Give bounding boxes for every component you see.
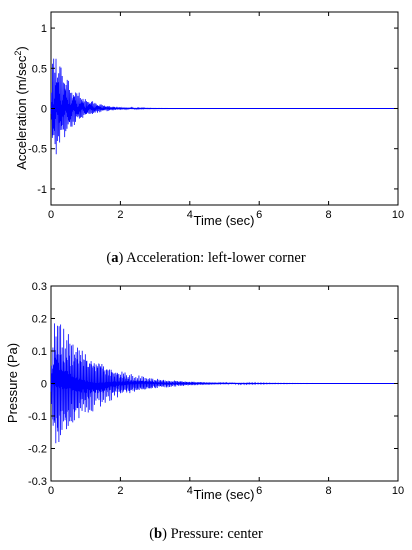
y-tick-label: -0.1 — [28, 411, 47, 423]
x-axis-label-a: Time (sec) — [194, 213, 255, 228]
y-tick-label: 1 — [41, 23, 47, 35]
acceleration-chart: 0 2 4 6 8 10 -1 -0.5 0 0.5 1 Time (sec) Accelerati… — [13, 11, 404, 266]
y-tick-label: -1 — [37, 184, 47, 196]
pressure-series — [50, 323, 398, 444]
x-tick-label: 4 — [187, 485, 193, 497]
caption-b-text: Pressure: center — [167, 526, 263, 542]
x-tick-label: 8 — [326, 485, 332, 497]
y-tick-label: -0.3 — [28, 476, 47, 488]
x-tick-label: 10 — [392, 209, 404, 221]
y-tick-label: 0.1 — [32, 346, 47, 358]
x-tick-label: 6 — [256, 485, 262, 497]
pressure-chart: 0 2 4 6 8 10 -0.3 -0.2 -0.1 0 0.1 0.2 0.3 Time (sec)… — [5, 281, 404, 542]
y-axis-label-b: Pressure (Pa) — [5, 343, 20, 423]
caption-b: (b) Pressure: center — [149, 526, 263, 542]
x-tick-label: 2 — [117, 485, 123, 497]
y-tick-label: 0 — [41, 104, 47, 116]
signal-line-a — [50, 58, 398, 155]
x-tick-label: 2 — [117, 209, 123, 221]
x-tick-label: 6 — [256, 209, 262, 221]
y-tick-label: 0.2 — [32, 314, 47, 326]
y-axis-label-a-exp: 2 — [13, 51, 23, 56]
caption-a-letter: a — [111, 250, 119, 266]
x-tick-label: 8 — [326, 209, 332, 221]
y-tick-label: -0.5 — [28, 144, 47, 156]
x-axis-label-b: Time (sec) — [194, 487, 255, 502]
y-axis-label-a: Acceleration (m/sec2) — [13, 46, 29, 170]
caption-b-letter: b — [154, 526, 162, 542]
y-tick-label: 0.5 — [32, 63, 47, 75]
x-tick-label: 0 — [48, 209, 54, 221]
x-tick-label: 4 — [187, 209, 193, 221]
caption-a: (a) Acceleration: left-lower corner — [106, 250, 305, 266]
acceleration-series — [50, 58, 398, 155]
y-tick-label: 0.3 — [32, 281, 47, 293]
y-axis-label-a-close: ) — [14, 46, 29, 50]
caption-a-text: Acceleration: left-lower corner — [123, 250, 306, 266]
y-axis-label-a-text: Acceleration (m/sec — [14, 55, 29, 170]
y-tick-label: 0 — [41, 379, 47, 391]
y-tick-label: -0.2 — [28, 444, 47, 456]
x-tick-label: 10 — [392, 485, 404, 497]
x-tick-label: 0 — [48, 485, 54, 497]
